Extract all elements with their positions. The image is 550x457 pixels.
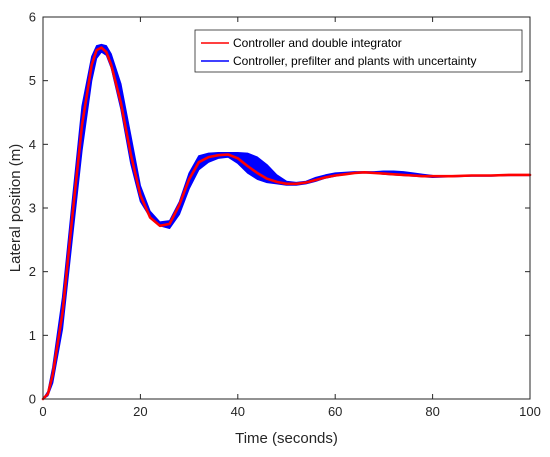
y-tick-label: 1 — [29, 328, 36, 343]
y-tick-label: 0 — [29, 392, 36, 407]
y-tick-label: 3 — [29, 201, 36, 216]
x-tick-label: 40 — [231, 404, 245, 419]
legend-entry-uncertainty-plants: Controller, prefilter and plants with un… — [233, 54, 476, 68]
y-tick-label: 6 — [29, 10, 36, 25]
legend-box — [194, 29, 523, 73]
x-tick-label: 100 — [519, 404, 541, 419]
x-tick-label: 80 — [425, 404, 439, 419]
x-tick-label: 60 — [328, 404, 342, 419]
x-axis-label: Time (seconds) — [235, 430, 338, 447]
y-tick-label: 2 — [29, 264, 36, 279]
x-tick-label: 0 — [39, 404, 46, 419]
y-tick-label: 4 — [29, 137, 36, 152]
x-tick-label: 20 — [133, 404, 147, 419]
legend-entry-controller-double-integrator: Controller and double integrator — [233, 36, 402, 50]
legend: Controller and double integrator Control… — [194, 29, 523, 73]
y-tick-label: 5 — [29, 73, 36, 88]
x-axis: 0 20 40 60 80 100 — [39, 17, 541, 419]
y-axis-label: Lateral position (m) — [7, 144, 24, 272]
series-line-controller-and-double-integrator — [41, 46, 532, 401]
y-axis: 0 1 2 3 4 5 6 — [29, 10, 530, 407]
plot-area — [43, 17, 530, 399]
